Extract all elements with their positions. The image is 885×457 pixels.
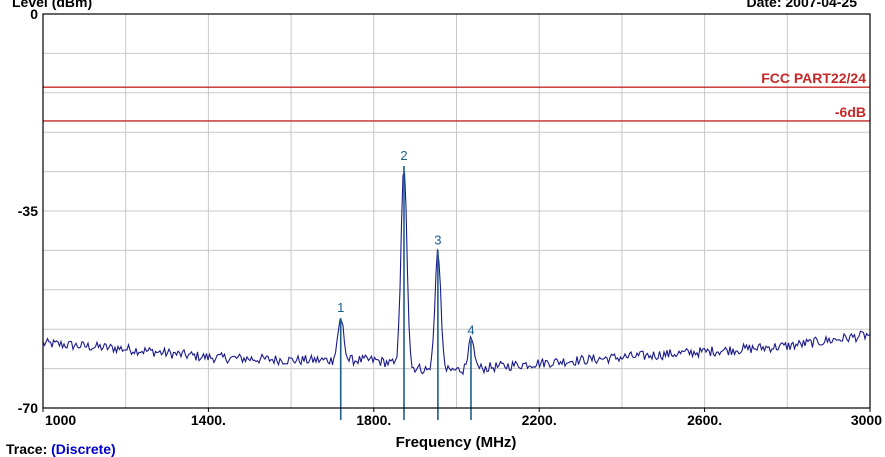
peak-marker-label: 3 (434, 232, 441, 247)
trace-info: Trace: (Discrete) (6, 441, 116, 457)
peak-marker-label: 1 (337, 300, 344, 315)
peak-marker-label: 2 (400, 148, 407, 163)
axes (42, 13, 871, 412)
x-axis-label: Frequency (MHz) (396, 434, 517, 451)
x-tick-label: 1000 (45, 412, 76, 428)
trace-value: (Discrete) (51, 441, 116, 457)
x-tick-label: 2200. (522, 412, 557, 428)
x-tick-label: 2600. (687, 412, 722, 428)
tick-labels: 1000 1400. 1800. 2200. 2600. 3000 0 -35 -70 (18, 6, 882, 428)
y-axis-label: Level (dBm) (12, 0, 93, 10)
y-tick-label: -35 (18, 203, 38, 219)
limit-line-label: -6dB (835, 104, 866, 120)
x-tick-label: 1400. (191, 412, 226, 428)
x-tick-label: 3000 (851, 412, 882, 428)
y-tick-label: 0 (30, 6, 38, 22)
limit-lines: FCC PART22/24 -6dB (43, 70, 870, 122)
date-label: Date: 2007-04-25 (746, 0, 857, 10)
trace-layer (42, 171, 870, 376)
peak-marker-label: 4 (467, 322, 474, 337)
spectrum-trace (42, 171, 870, 376)
plot-frame (42, 13, 871, 409)
limit-line-label: FCC PART22/24 (761, 70, 866, 86)
trace-label: Trace: (6, 441, 48, 457)
x-tick-label: 1800. (356, 412, 391, 428)
grid (43, 14, 870, 408)
y-tick-label: -70 (18, 400, 38, 416)
peak-markers: 1 2 3 4 (337, 148, 475, 420)
